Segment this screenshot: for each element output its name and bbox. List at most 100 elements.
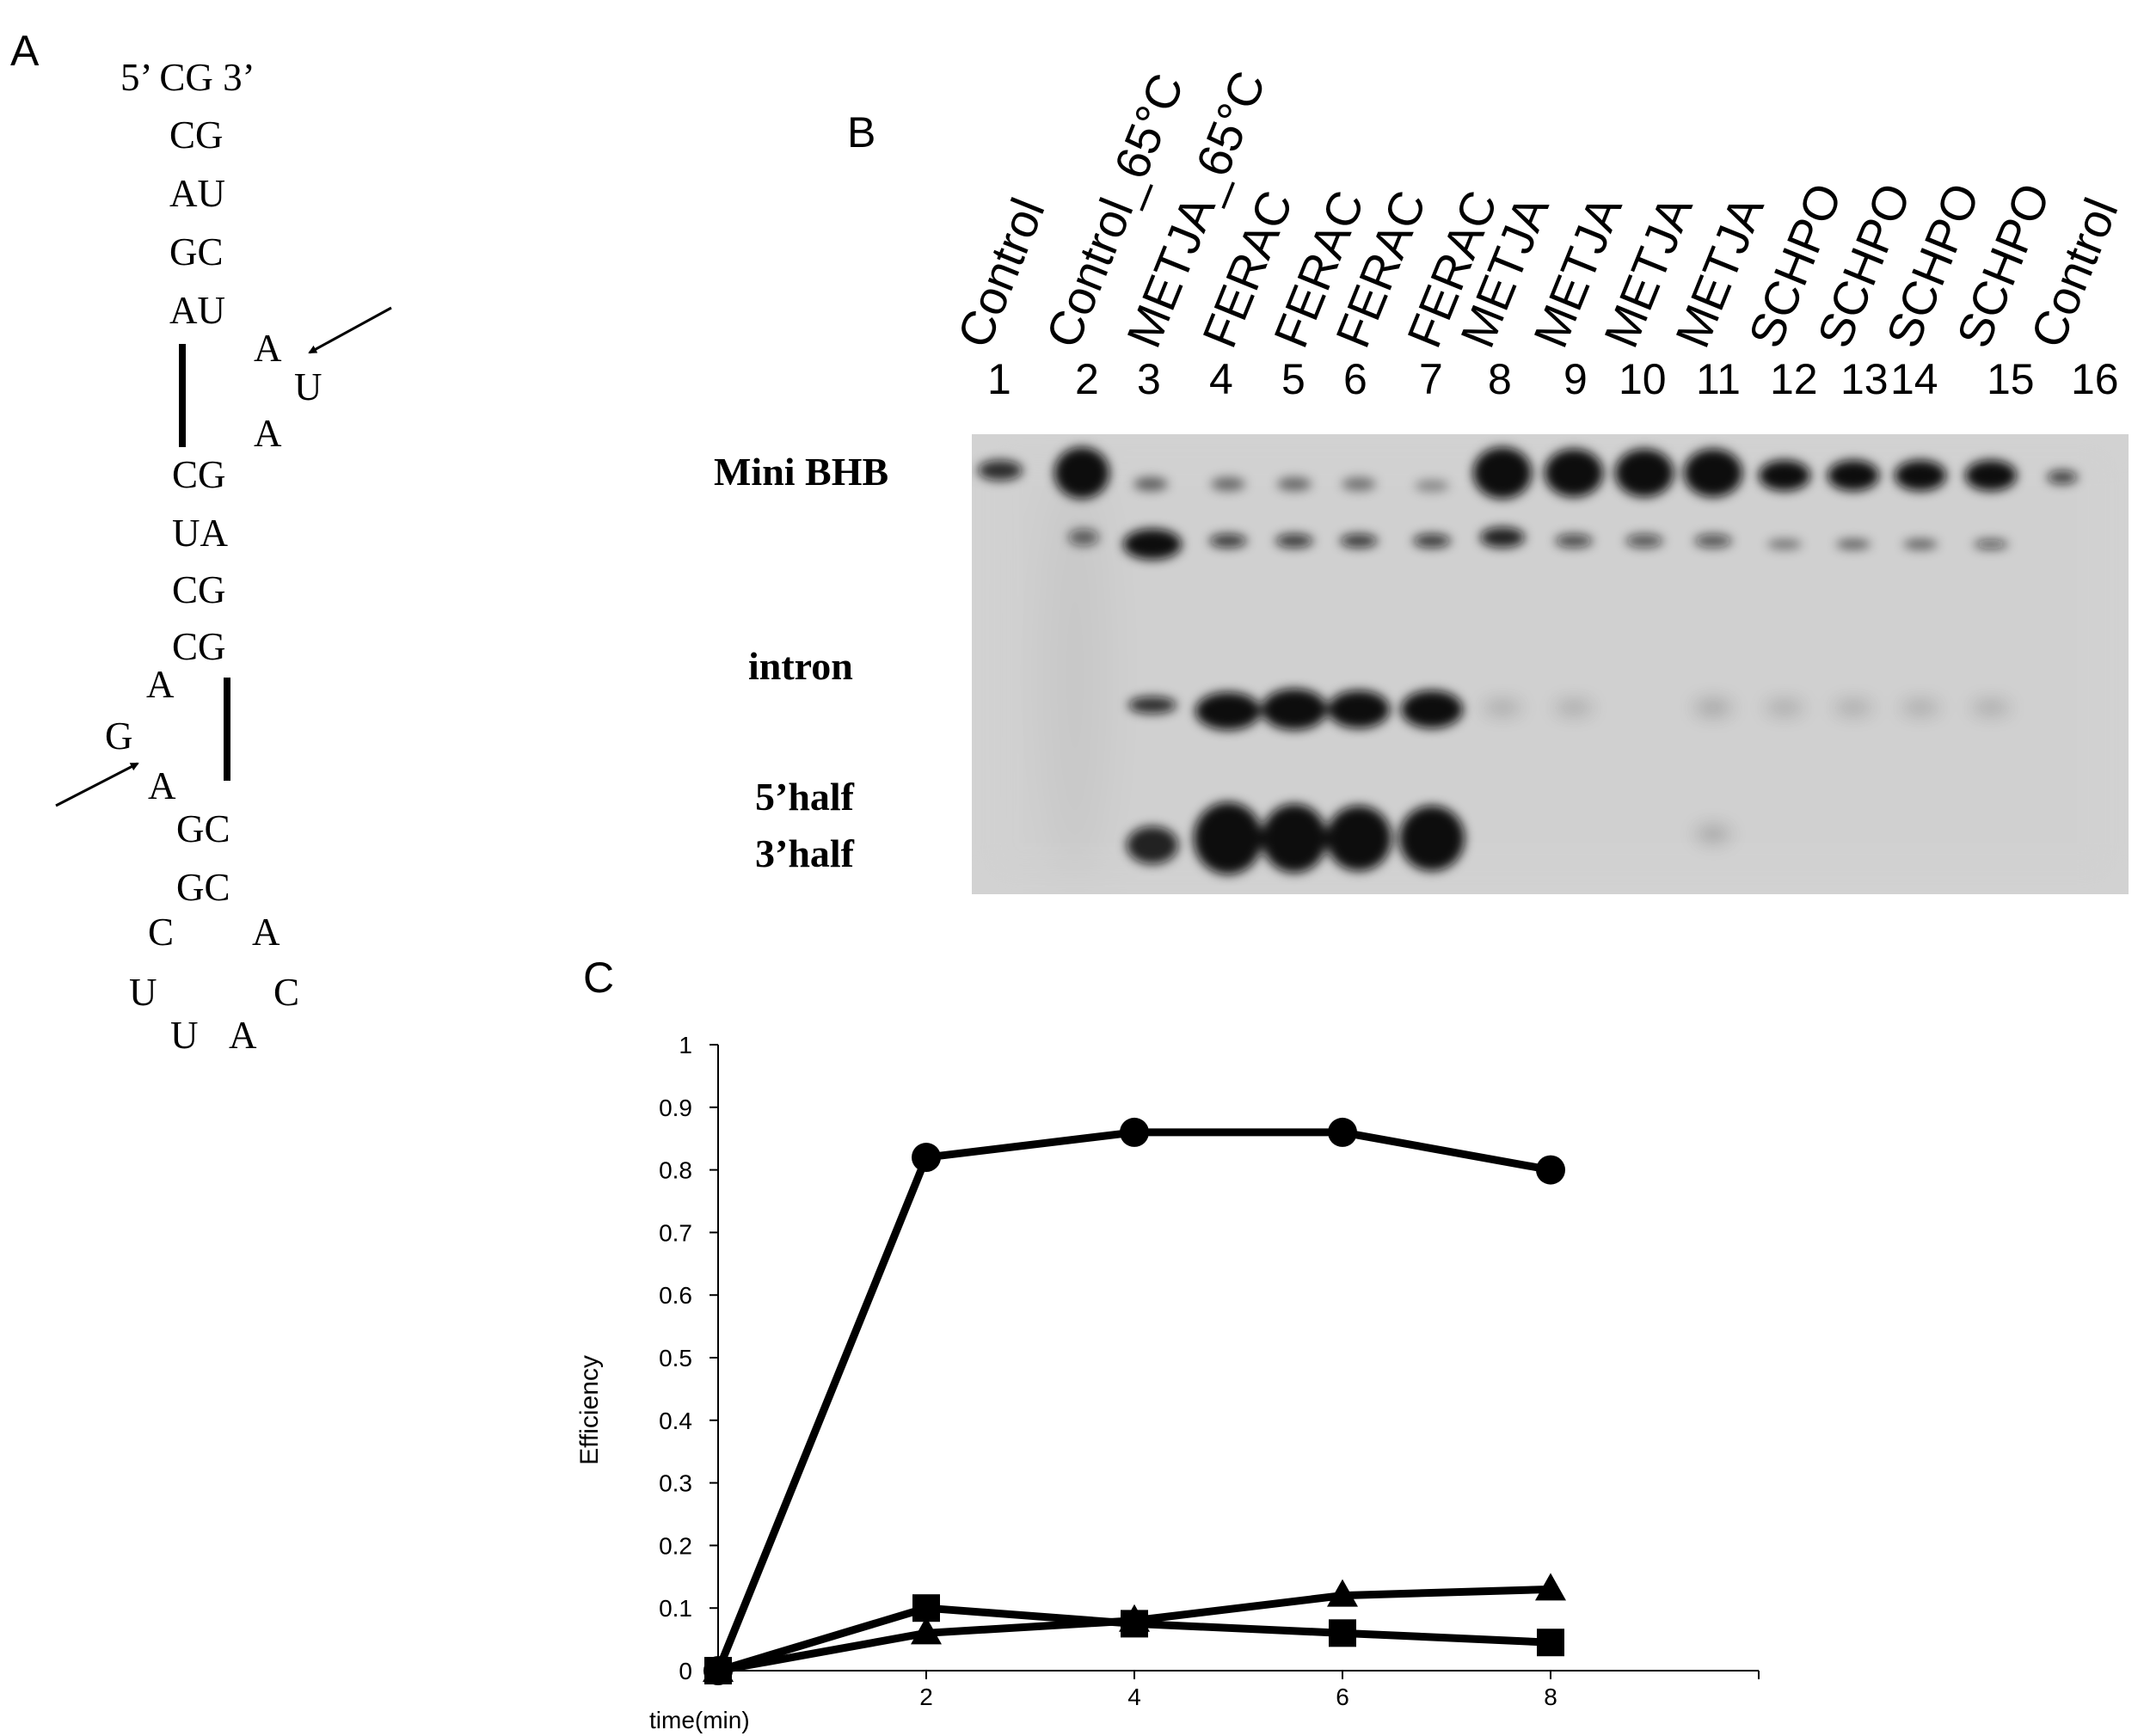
rna-loop-base: U [129, 971, 157, 1014]
rna-pair: AU [169, 172, 225, 215]
band [1277, 477, 1312, 491]
rna-bulge-base: A [148, 764, 176, 807]
y-tick-label: 0.1 [659, 1595, 692, 1622]
lane-number: 15 [1987, 355, 2035, 403]
band-label-5half: 5’half [755, 775, 854, 819]
x-axis-label: time(min) [649, 1707, 750, 1733]
x-tick-label: 8 [1544, 1684, 1557, 1710]
lane-number: 8 [1488, 355, 1512, 403]
rna-loop-base: C [148, 911, 175, 954]
band [2047, 470, 2078, 484]
rna-loop-base: A [252, 911, 280, 954]
data-point [1328, 1117, 1357, 1147]
y-tick-label: 0.5 [659, 1345, 692, 1371]
data-point [912, 1143, 941, 1173]
band [1127, 826, 1178, 864]
lane-number: 10 [1619, 355, 1667, 403]
rna-pair: UA [172, 512, 228, 555]
data-point [1329, 1619, 1356, 1647]
band [1133, 477, 1168, 491]
band-label-mini-bhb: Mini BHB [714, 450, 889, 494]
data-point [912, 1594, 940, 1623]
band [1694, 534, 1732, 548]
y-tick-label: 0.3 [659, 1470, 692, 1497]
band [1473, 447, 1532, 499]
band [1555, 534, 1593, 548]
band [1767, 539, 1802, 549]
data-point [1327, 1579, 1358, 1607]
lane-number: 1 [987, 355, 1011, 403]
efficiency-chart: 0 0.1 0.2 0.3 0.4 0.5 0.6 0.7 0.8 0.9 1 2 4 6 8 Effici… [575, 1032, 1760, 1733]
data-point [1121, 1610, 1148, 1638]
rna-loop-base: A [229, 1014, 257, 1057]
rna-bulge-base: G [105, 715, 133, 758]
data-point [1535, 1573, 1566, 1601]
gel-faint-bands [1484, 699, 2010, 843]
band [1828, 460, 1879, 491]
x-tick-label: 6 [1336, 1684, 1349, 1710]
band [1326, 806, 1391, 871]
lane-number: 6 [1343, 355, 1367, 403]
band [1401, 690, 1463, 728]
band-label-3half: 3’half [755, 831, 854, 875]
rna-bulge-base: A [254, 327, 282, 370]
y-tick-label: 0.8 [659, 1157, 692, 1184]
lane-number: 7 [1419, 355, 1443, 403]
rna-pair: CG [172, 625, 226, 668]
band [1625, 534, 1663, 548]
gel-bands [978, 447, 2078, 874]
rna-bulge-base: A [146, 663, 175, 706]
lane-number: 4 [1209, 355, 1233, 403]
rna-pair: CG [169, 113, 224, 156]
lane-number: 11 [1696, 355, 1741, 403]
lane-number: 16 [2071, 355, 2119, 403]
lane-number: 5 [1281, 355, 1305, 403]
rna-stem-connector [179, 344, 186, 447]
y-tick-label: 0.2 [659, 1532, 692, 1559]
gel-image [972, 434, 2129, 894]
rna-cleavage-arrows [55, 306, 392, 807]
band [1836, 539, 1871, 549]
band-label-intron: intron [748, 644, 853, 688]
data-point [911, 1616, 942, 1645]
band [1262, 804, 1327, 873]
panel-a-label: A [10, 27, 40, 75]
rna-pair: GC [176, 866, 230, 909]
rna-pair: CG [172, 453, 226, 496]
band [1895, 460, 1946, 491]
rna-loop-base: U [170, 1014, 199, 1057]
band [1759, 460, 1810, 491]
series-circle [703, 1117, 1565, 1685]
band [1194, 802, 1262, 874]
band [978, 460, 1023, 481]
chart-tick-labels: 0 0.1 0.2 0.3 0.4 0.5 0.6 0.7 0.8 0.9 1 2 4 6 8 [659, 1032, 1557, 1710]
band [1275, 534, 1313, 548]
band [1684, 449, 1742, 497]
band [1262, 689, 1327, 730]
rna-pair: AU [169, 289, 225, 332]
band [1413, 534, 1451, 548]
band [1965, 460, 2017, 491]
band [1342, 477, 1376, 491]
chart-series [703, 1117, 1566, 1685]
band [1545, 449, 1603, 497]
panel-b-label: B [847, 108, 876, 156]
lane-number: 12 [1770, 355, 1818, 403]
rna-pair: GC [169, 230, 224, 273]
data-point [1537, 1629, 1564, 1657]
data-point [704, 1657, 732, 1684]
band [1399, 806, 1465, 871]
lane-number: 14 [1890, 355, 1938, 403]
x-tick-label: 2 [919, 1684, 933, 1710]
cleavage-arrow-lower [55, 762, 139, 807]
y-tick-label: 0 [679, 1658, 692, 1684]
series-square [704, 1594, 1564, 1684]
rna-bulge-base: U [294, 365, 323, 408]
band [1068, 529, 1099, 546]
lane-number: 9 [1563, 355, 1588, 403]
cleavage-arrow-upper [308, 306, 392, 354]
band [1209, 534, 1247, 548]
rna-bulge-base: A [254, 412, 282, 455]
y-axis-label: Efficiency [575, 1355, 604, 1465]
y-tick-label: 0.7 [659, 1219, 692, 1246]
